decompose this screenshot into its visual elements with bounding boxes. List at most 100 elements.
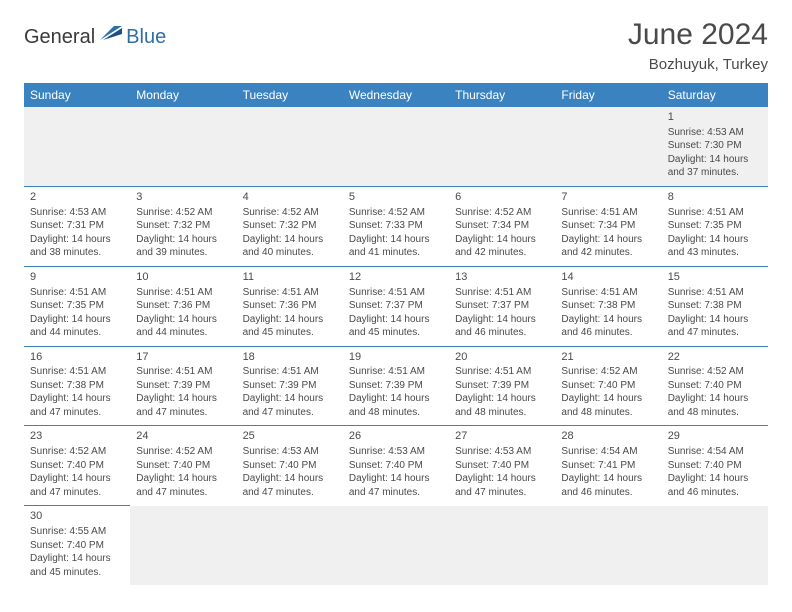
calendar-body: 1Sunrise: 4:53 AMSunset: 7:30 PMDaylight… <box>24 107 768 585</box>
weekday-saturday: Saturday <box>662 83 768 107</box>
day-number: 7 <box>561 190 655 205</box>
day-number: 14 <box>561 270 655 285</box>
day-info: Sunrise: 4:51 AMSunset: 7:39 PMDaylight:… <box>349 365 443 419</box>
day-info: Sunrise: 4:51 AMSunset: 7:36 PMDaylight:… <box>243 286 337 340</box>
day-11: 11Sunrise: 4:51 AMSunset: 7:36 PMDayligh… <box>237 266 343 346</box>
day-info: Sunrise: 4:52 AMSunset: 7:32 PMDaylight:… <box>136 206 230 260</box>
day-info: Sunrise: 4:51 AMSunset: 7:36 PMDaylight:… <box>136 286 230 340</box>
calendar-row: 16Sunrise: 4:51 AMSunset: 7:38 PMDayligh… <box>24 346 768 426</box>
day-25: 25Sunrise: 4:53 AMSunset: 7:40 PMDayligh… <box>237 426 343 506</box>
day-info: Sunrise: 4:51 AMSunset: 7:39 PMDaylight:… <box>455 365 549 419</box>
day-5: 5Sunrise: 4:52 AMSunset: 7:33 PMDaylight… <box>343 186 449 266</box>
logo-text-blue: Blue <box>126 26 166 49</box>
empty-cell <box>343 506 449 585</box>
day-info: Sunrise: 4:52 AMSunset: 7:32 PMDaylight:… <box>243 206 337 260</box>
day-info: Sunrise: 4:52 AMSunset: 7:34 PMDaylight:… <box>455 206 549 260</box>
day-info: Sunrise: 4:51 AMSunset: 7:37 PMDaylight:… <box>455 286 549 340</box>
empty-cell <box>237 107 343 186</box>
day-number: 19 <box>349 350 443 365</box>
day-30: 30Sunrise: 4:55 AMSunset: 7:40 PMDayligh… <box>24 506 130 585</box>
day-number: 26 <box>349 429 443 444</box>
day-number: 17 <box>136 350 230 365</box>
day-13: 13Sunrise: 4:51 AMSunset: 7:37 PMDayligh… <box>449 266 555 346</box>
title-block: June 2024 Bozhuyuk, Turkey <box>628 18 768 73</box>
day-7: 7Sunrise: 4:51 AMSunset: 7:34 PMDaylight… <box>555 186 661 266</box>
day-info: Sunrise: 4:53 AMSunset: 7:40 PMDaylight:… <box>349 445 443 499</box>
page-header: General Blue June 2024 Bozhuyuk, Turkey <box>24 18 768 73</box>
day-number: 24 <box>136 429 230 444</box>
calendar-row: 2Sunrise: 4:53 AMSunset: 7:31 PMDaylight… <box>24 186 768 266</box>
day-26: 26Sunrise: 4:53 AMSunset: 7:40 PMDayligh… <box>343 426 449 506</box>
empty-cell <box>555 506 661 585</box>
day-18: 18Sunrise: 4:51 AMSunset: 7:39 PMDayligh… <box>237 346 343 426</box>
calendar-row: 23Sunrise: 4:52 AMSunset: 7:40 PMDayligh… <box>24 426 768 506</box>
day-info: Sunrise: 4:55 AMSunset: 7:40 PMDaylight:… <box>30 525 124 579</box>
weekday-thursday: Thursday <box>449 83 555 107</box>
day-27: 27Sunrise: 4:53 AMSunset: 7:40 PMDayligh… <box>449 426 555 506</box>
weekday-sunday: Sunday <box>24 83 130 107</box>
day-number: 27 <box>455 429 549 444</box>
day-info: Sunrise: 4:53 AMSunset: 7:30 PMDaylight:… <box>668 126 762 180</box>
day-info: Sunrise: 4:52 AMSunset: 7:40 PMDaylight:… <box>136 445 230 499</box>
logo-text-general: General <box>24 26 95 49</box>
day-21: 21Sunrise: 4:52 AMSunset: 7:40 PMDayligh… <box>555 346 661 426</box>
day-info: Sunrise: 4:53 AMSunset: 7:40 PMDaylight:… <box>455 445 549 499</box>
day-info: Sunrise: 4:52 AMSunset: 7:40 PMDaylight:… <box>30 445 124 499</box>
day-info: Sunrise: 4:52 AMSunset: 7:40 PMDaylight:… <box>561 365 655 419</box>
day-19: 19Sunrise: 4:51 AMSunset: 7:39 PMDayligh… <box>343 346 449 426</box>
calendar-row: 1Sunrise: 4:53 AMSunset: 7:30 PMDaylight… <box>24 107 768 186</box>
day-22: 22Sunrise: 4:52 AMSunset: 7:40 PMDayligh… <box>662 346 768 426</box>
day-number: 20 <box>455 350 549 365</box>
empty-cell <box>449 107 555 186</box>
weekday-wednesday: Wednesday <box>343 83 449 107</box>
day-number: 6 <box>455 190 549 205</box>
empty-cell <box>130 506 236 585</box>
day-10: 10Sunrise: 4:51 AMSunset: 7:36 PMDayligh… <box>130 266 236 346</box>
day-number: 1 <box>668 110 762 125</box>
day-info: Sunrise: 4:52 AMSunset: 7:33 PMDaylight:… <box>349 206 443 260</box>
day-info: Sunrise: 4:51 AMSunset: 7:39 PMDaylight:… <box>243 365 337 419</box>
day-23: 23Sunrise: 4:52 AMSunset: 7:40 PMDayligh… <box>24 426 130 506</box>
day-24: 24Sunrise: 4:52 AMSunset: 7:40 PMDayligh… <box>130 426 236 506</box>
day-info: Sunrise: 4:51 AMSunset: 7:35 PMDaylight:… <box>30 286 124 340</box>
logo: General Blue <box>24 18 166 49</box>
day-info: Sunrise: 4:51 AMSunset: 7:38 PMDaylight:… <box>668 286 762 340</box>
day-number: 16 <box>30 350 124 365</box>
day-number: 28 <box>561 429 655 444</box>
day-20: 20Sunrise: 4:51 AMSunset: 7:39 PMDayligh… <box>449 346 555 426</box>
day-info: Sunrise: 4:54 AMSunset: 7:41 PMDaylight:… <box>561 445 655 499</box>
day-29: 29Sunrise: 4:54 AMSunset: 7:40 PMDayligh… <box>662 426 768 506</box>
location: Bozhuyuk, Turkey <box>628 56 768 73</box>
day-number: 22 <box>668 350 762 365</box>
day-info: Sunrise: 4:51 AMSunset: 7:37 PMDaylight:… <box>349 286 443 340</box>
day-number: 8 <box>668 190 762 205</box>
day-12: 12Sunrise: 4:51 AMSunset: 7:37 PMDayligh… <box>343 266 449 346</box>
day-info: Sunrise: 4:52 AMSunset: 7:40 PMDaylight:… <box>668 365 762 419</box>
day-15: 15Sunrise: 4:51 AMSunset: 7:38 PMDayligh… <box>662 266 768 346</box>
empty-cell <box>237 506 343 585</box>
day-number: 11 <box>243 270 337 285</box>
day-number: 15 <box>668 270 762 285</box>
day-28: 28Sunrise: 4:54 AMSunset: 7:41 PMDayligh… <box>555 426 661 506</box>
empty-cell <box>449 506 555 585</box>
day-6: 6Sunrise: 4:52 AMSunset: 7:34 PMDaylight… <box>449 186 555 266</box>
day-2: 2Sunrise: 4:53 AMSunset: 7:31 PMDaylight… <box>24 186 130 266</box>
month-title: June 2024 <box>628 18 768 52</box>
day-8: 8Sunrise: 4:51 AMSunset: 7:35 PMDaylight… <box>662 186 768 266</box>
calendar-row: 9Sunrise: 4:51 AMSunset: 7:35 PMDaylight… <box>24 266 768 346</box>
weekday-header-row: SundayMondayTuesdayWednesdayThursdayFrid… <box>24 83 768 107</box>
empty-cell <box>130 107 236 186</box>
calendar-row: 30Sunrise: 4:55 AMSunset: 7:40 PMDayligh… <box>24 506 768 585</box>
day-number: 30 <box>30 509 124 524</box>
day-number: 10 <box>136 270 230 285</box>
day-number: 25 <box>243 429 337 444</box>
day-info: Sunrise: 4:54 AMSunset: 7:40 PMDaylight:… <box>668 445 762 499</box>
day-number: 4 <box>243 190 337 205</box>
empty-cell <box>555 107 661 186</box>
day-number: 2 <box>30 190 124 205</box>
day-14: 14Sunrise: 4:51 AMSunset: 7:38 PMDayligh… <box>555 266 661 346</box>
empty-cell <box>343 107 449 186</box>
calendar-table: SundayMondayTuesdayWednesdayThursdayFrid… <box>24 83 768 585</box>
day-number: 3 <box>136 190 230 205</box>
day-number: 9 <box>30 270 124 285</box>
